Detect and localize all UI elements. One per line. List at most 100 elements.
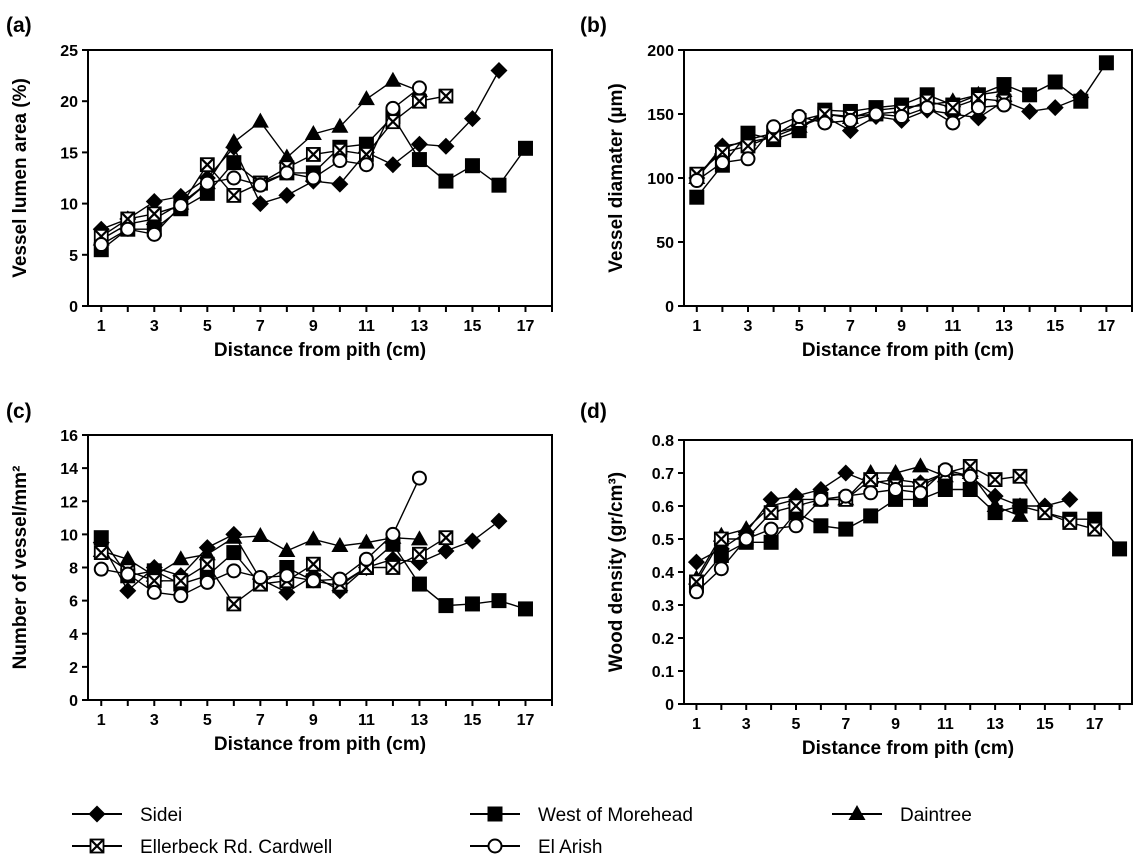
y-tick-label: 0.3 <box>652 598 674 615</box>
x-tick-label: 1 <box>692 318 701 335</box>
data-point <box>813 518 829 534</box>
x-tick-label: 9 <box>891 716 900 733</box>
data-point <box>93 561 109 577</box>
data-point <box>251 112 269 128</box>
data-point <box>868 106 884 122</box>
x-tick-label: 3 <box>150 318 159 335</box>
data-point <box>688 584 704 600</box>
data-point <box>490 512 508 530</box>
data-point <box>226 563 242 579</box>
data-point <box>304 124 322 140</box>
y-tick-label: 100 <box>647 171 674 188</box>
x-tick-label: 11 <box>937 716 954 733</box>
data-point <box>146 206 162 222</box>
data-point <box>986 497 1004 512</box>
data-point <box>199 157 215 173</box>
x-tick-label: 9 <box>897 318 906 335</box>
data-point <box>173 588 189 604</box>
data-point <box>331 536 349 552</box>
legend-label: Sidei <box>140 805 182 826</box>
data-point <box>279 568 295 584</box>
data-point <box>713 531 729 547</box>
data-point <box>251 195 269 213</box>
data-point <box>410 530 428 546</box>
data-point <box>788 518 804 534</box>
y-tick-label: 0 <box>665 697 674 714</box>
data-point <box>464 596 480 612</box>
data-point <box>358 551 374 567</box>
legend-label: West of Morehead <box>538 805 693 826</box>
data-point <box>120 221 136 237</box>
legend-marker <box>848 805 866 820</box>
chart-panel-d: (d)00.10.20.30.40.50.60.70.81 3 5 7 9 11 13 15 1… <box>580 400 1133 759</box>
legend-entry: Ellerbeck Rd. Cardwell <box>72 837 332 858</box>
data-point <box>251 527 269 543</box>
data-point <box>987 472 1003 488</box>
data-point <box>357 533 375 549</box>
y-tick-label: 2 <box>69 660 78 677</box>
x-tick-label: 3 <box>150 712 159 729</box>
marker-cross <box>200 556 215 572</box>
data-point <box>1087 521 1103 537</box>
data-point <box>120 566 136 582</box>
marker-cross <box>93 545 109 560</box>
y-tick-label: 10 <box>60 527 78 544</box>
y-tick-label: 16 <box>60 428 78 445</box>
data-point <box>687 553 705 571</box>
data-point <box>385 560 401 575</box>
data-point <box>766 119 782 135</box>
data-point <box>278 541 296 557</box>
plot-frame <box>683 439 1133 705</box>
x-tick-label: 5 <box>792 716 801 733</box>
data-point <box>1047 74 1063 90</box>
marker-cross <box>147 206 162 222</box>
y-tick-label: 0.5 <box>652 532 674 549</box>
data-point <box>304 530 322 546</box>
data-point <box>358 157 374 173</box>
x-tick-label: 15 <box>464 712 482 729</box>
data-point <box>332 571 348 587</box>
y-tick-label: 6 <box>69 594 78 611</box>
data-point <box>331 175 349 193</box>
data-point <box>945 100 961 115</box>
marker-cross <box>763 505 779 520</box>
marker-cross <box>306 556 321 572</box>
marker-cross <box>438 530 454 545</box>
data-point <box>278 186 296 204</box>
data-point <box>838 488 854 504</box>
marker-cross <box>863 472 878 487</box>
data-point <box>911 457 929 473</box>
x-tick-label: 3 <box>744 318 753 335</box>
data-point <box>763 521 779 537</box>
data-point <box>689 189 705 205</box>
plot-frame <box>87 49 553 307</box>
data-point <box>863 472 879 488</box>
data-point <box>384 156 402 174</box>
data-point <box>937 482 953 497</box>
marker-cross <box>412 93 427 109</box>
data-point <box>173 573 189 589</box>
y-tick-label: 14 <box>60 461 78 478</box>
data-point <box>411 470 427 486</box>
data-point <box>226 545 242 561</box>
data-point <box>713 561 729 577</box>
x-tick-label: 13 <box>995 318 1013 335</box>
x-tick-label: 7 <box>256 712 265 729</box>
marker-cross <box>1087 521 1102 537</box>
panel-label: (b) <box>580 14 607 37</box>
data-point <box>838 521 854 537</box>
data-point <box>763 505 779 521</box>
data-point <box>93 545 109 560</box>
x-tick-label: 13 <box>411 318 429 335</box>
marker-cross <box>788 498 804 514</box>
data-point <box>842 112 858 128</box>
data-point <box>412 546 427 562</box>
data-point <box>817 115 833 131</box>
data-point <box>199 574 215 590</box>
data-point <box>438 530 454 546</box>
data-point <box>119 550 137 566</box>
x-tick-label: 11 <box>358 712 375 729</box>
data-point <box>1061 490 1079 508</box>
data-point <box>937 462 953 478</box>
data-point <box>740 138 756 154</box>
